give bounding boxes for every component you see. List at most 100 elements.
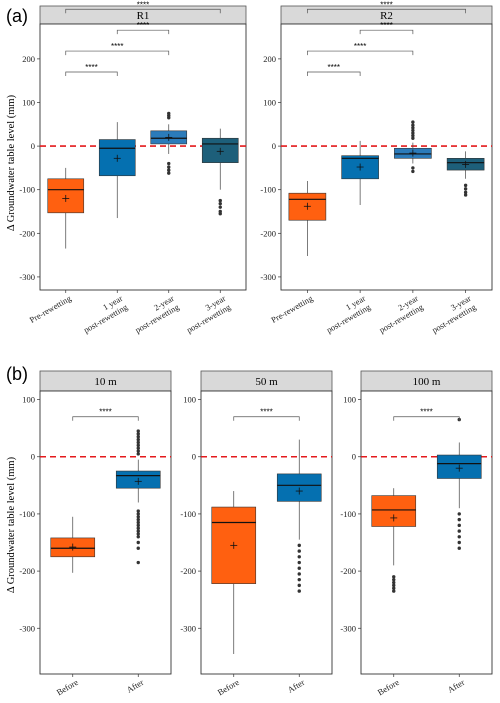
outlier-point [457, 523, 461, 528]
significance-bracket [393, 416, 460, 421]
outlier-point [297, 555, 301, 559]
y-tick-label: 100 [22, 97, 35, 107]
y-tick-label: -300 [19, 272, 35, 282]
y-tick-label: -100 [260, 185, 276, 195]
outlier-point [136, 560, 140, 565]
outlier-point [392, 583, 396, 588]
facet-title: 10 m [94, 376, 117, 388]
outlier-point [297, 589, 301, 593]
outlier-point [411, 133, 415, 138]
category-label: 3-yearpost-rewetting [180, 293, 233, 335]
outlier-point [167, 161, 171, 166]
category-label: Before [376, 677, 401, 697]
facet-2: 10 m -300 -200 -100 0 100 Before After **** [19, 370, 172, 697]
y-tick-label: -200 [180, 566, 196, 576]
significance-label: **** [85, 63, 97, 72]
outlier-point [218, 198, 222, 203]
category-label: After [446, 677, 467, 695]
y-tick-label: 100 [183, 395, 196, 405]
y-tick-label: -300 [340, 623, 356, 633]
significance-label: **** [328, 63, 340, 72]
panel-label-a: (a) [6, 6, 28, 26]
significance-bracket [233, 416, 300, 421]
outlier-point [136, 437, 140, 442]
category-label-line: After [286, 677, 307, 695]
outlier-point [411, 131, 415, 135]
outlier-point [136, 520, 140, 525]
category-label: Pre-rewetting [28, 293, 74, 325]
significance-label: **** [380, 21, 392, 30]
significance-label: **** [137, 0, 149, 9]
y-tick-label: 200 [263, 54, 276, 64]
facet-title: 50 m [255, 376, 278, 388]
outlier-point [297, 543, 301, 548]
plot-frame [360, 390, 493, 675]
outlier-point [136, 546, 140, 550]
outlier-point [411, 136, 415, 140]
outlier-point [136, 532, 140, 536]
y-tick-label: -200 [19, 566, 35, 576]
category-label-line: Pre-rewetting [269, 293, 315, 325]
significance-label: **** [260, 408, 272, 417]
plot-frame [280, 23, 493, 291]
significance-bracket [359, 29, 414, 35]
significance-label: **** [420, 408, 432, 417]
outlier-point [136, 440, 140, 445]
outlier-point [136, 429, 140, 433]
y-tick-label: -200 [19, 228, 35, 238]
significance-label: **** [99, 408, 111, 417]
category-label-line: After [446, 677, 467, 695]
category-label: Before [55, 677, 80, 697]
y-tick-label: 100 [263, 97, 276, 107]
category-label: After [286, 677, 307, 695]
category-label: Pre-rewetting [269, 293, 315, 325]
significance-bracket [307, 71, 361, 76]
category-label-line: Before [376, 677, 401, 697]
outlier-point [297, 566, 301, 570]
outlier-point [136, 446, 140, 450]
category-label-line: After [125, 677, 146, 695]
category-label-line: Before [55, 677, 80, 697]
outlier-point [167, 165, 171, 169]
facet-4: 100 m -300 -200 -100 0 100 Before After **** [340, 370, 493, 697]
outlier-point [411, 120, 415, 124]
y-tick-label: -100 [19, 509, 35, 519]
significance-label: **** [380, 0, 392, 9]
outlier-point [297, 572, 301, 576]
outlier-point [392, 575, 396, 579]
outlier-point [136, 509, 140, 513]
outlier-point [167, 116, 171, 120]
significance-label: **** [354, 42, 366, 51]
outlier-point [136, 515, 140, 519]
outlier-point [218, 205, 222, 209]
outlier-point [392, 589, 396, 593]
y-tick-label: -100 [180, 509, 196, 519]
outlier-point [136, 443, 140, 448]
outlier-point [297, 560, 301, 565]
significance-bracket [65, 8, 221, 14]
facet-title: R1 [137, 10, 150, 22]
outlier-point [392, 577, 396, 582]
outlier-point [136, 512, 140, 516]
y-tick-label: 100 [343, 395, 356, 405]
y-tick-label: -200 [260, 228, 276, 238]
outlier-point [457, 529, 461, 533]
facet-3: 50 m -300 -200 -100 0 100 Before After **** [180, 370, 333, 697]
y-tick-label: 100 [22, 395, 35, 405]
y-axis-title-b: Δ Groundwater table level (mm) [6, 456, 17, 593]
outlier-point [136, 452, 140, 456]
outlier-point [136, 432, 140, 436]
outlier-point [457, 535, 461, 539]
outlier-point [218, 201, 222, 206]
outlier-point [218, 211, 222, 216]
significance-label: **** [111, 42, 123, 51]
outlier-point [457, 540, 461, 545]
category-label: 3-yearpost-rewetting [425, 293, 478, 335]
outlier-point [167, 168, 171, 172]
y-tick-label: 200 [22, 54, 35, 64]
y-tick-label: 0 [31, 452, 35, 462]
outlier-point [457, 512, 461, 516]
facet-title: R2 [380, 10, 393, 22]
